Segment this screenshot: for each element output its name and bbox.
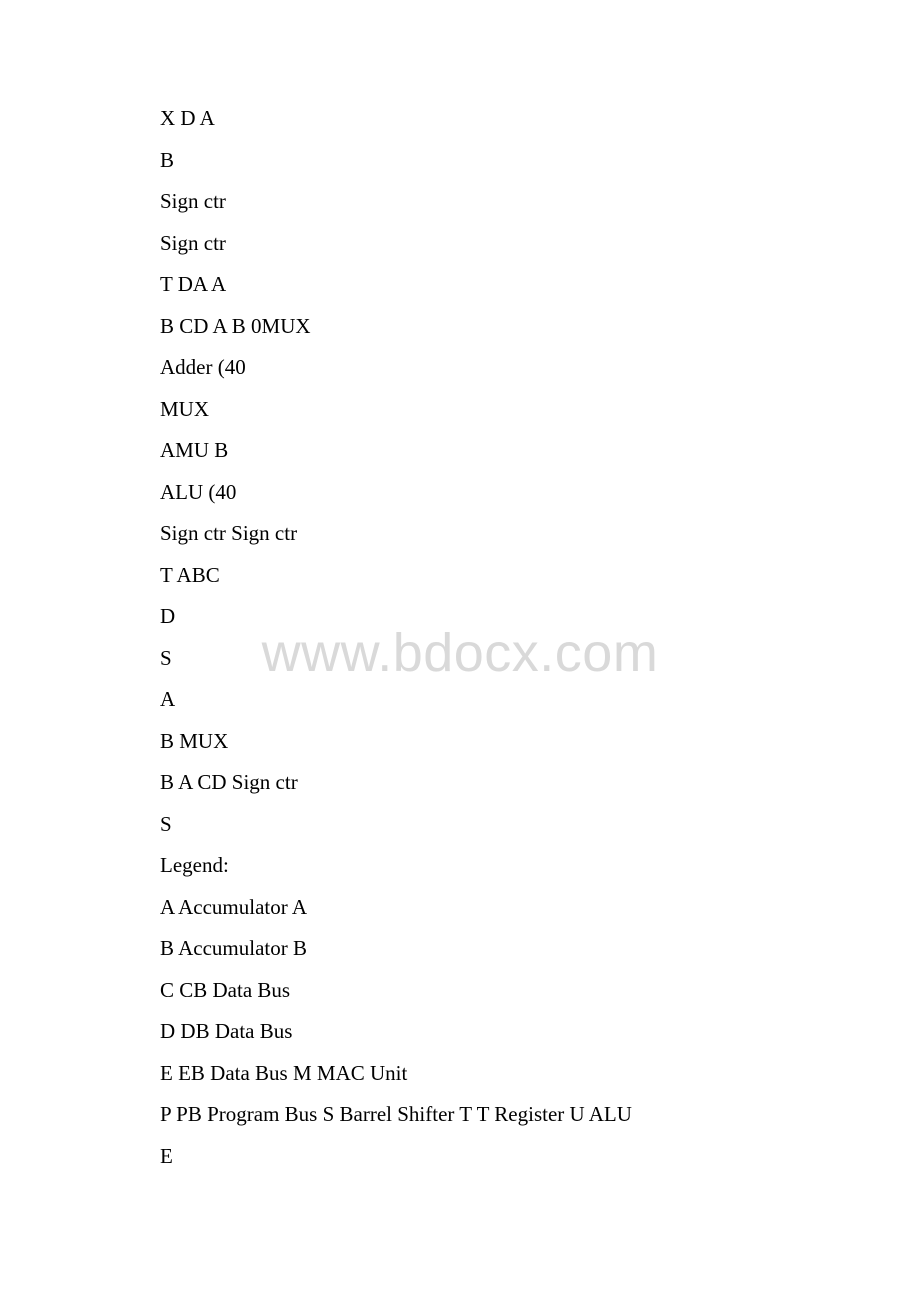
text-line: P PB Program Bus S Barrel Shifter T T Re…: [160, 1104, 760, 1125]
text-line: Legend:: [160, 855, 760, 876]
document-content: X D A B Sign ctr Sign ctr T DA A B CD A …: [160, 108, 760, 1167]
text-line: D: [160, 606, 760, 627]
text-line: A: [160, 689, 760, 710]
text-line: A Accumulator A: [160, 897, 760, 918]
text-line: C CB Data Bus: [160, 980, 760, 1001]
text-line: ALU (40: [160, 482, 760, 503]
text-line: Adder (40: [160, 357, 760, 378]
text-line: S: [160, 814, 760, 835]
text-line: B CD A B 0MUX: [160, 316, 760, 337]
text-line: B A CD Sign ctr: [160, 772, 760, 793]
text-line: Sign ctr: [160, 233, 760, 254]
text-line: B Accumulator B: [160, 938, 760, 959]
text-line: B: [160, 150, 760, 171]
text-line: E EB Data Bus M MAC Unit: [160, 1063, 760, 1084]
text-line: X D A: [160, 108, 760, 129]
text-line: B MUX: [160, 731, 760, 752]
text-line: Sign ctr Sign ctr: [160, 523, 760, 544]
text-line: T ABC: [160, 565, 760, 586]
text-line: AMU B: [160, 440, 760, 461]
text-line: T DA A: [160, 274, 760, 295]
text-line: S: [160, 648, 760, 669]
text-line: Sign ctr: [160, 191, 760, 212]
text-line: MUX: [160, 399, 760, 420]
text-line: D DB Data Bus: [160, 1021, 760, 1042]
text-line: E: [160, 1146, 760, 1167]
